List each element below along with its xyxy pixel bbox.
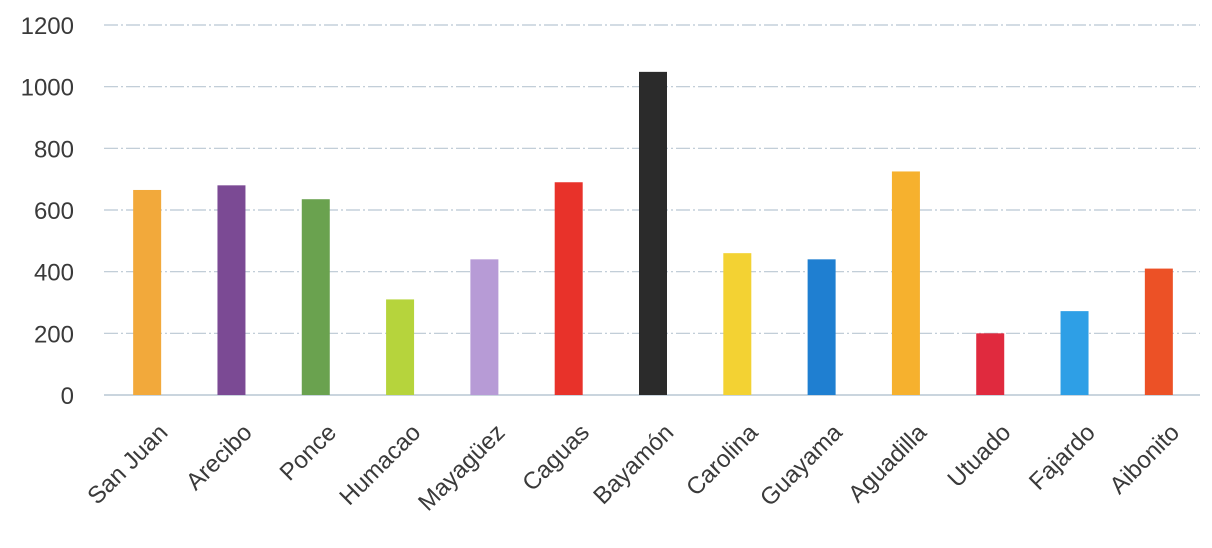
x-category-label: Carolina	[681, 419, 764, 502]
bar	[217, 185, 246, 395]
x-category-label: Mayagüez	[413, 419, 510, 516]
x-category-label: Aguadilla	[843, 419, 932, 508]
bar	[470, 259, 499, 395]
y-tick-label: 400	[34, 260, 74, 287]
bars	[133, 71, 1173, 395]
bar	[386, 299, 415, 395]
gridlines	[104, 24, 1200, 396]
x-category-label: San Juan	[82, 419, 173, 510]
bar	[639, 71, 667, 395]
y-tick-label: 200	[34, 321, 74, 348]
x-category-label: Fajardo	[1024, 419, 1101, 496]
bar	[1060, 311, 1089, 395]
x-category-label: Bayamón	[588, 419, 679, 510]
bar	[133, 189, 162, 395]
bar	[301, 199, 330, 395]
x-category-label: Ponce	[275, 419, 342, 486]
x-category-label: Guayama	[755, 419, 848, 512]
y-tick-label: 0	[61, 383, 74, 410]
bar	[723, 253, 752, 395]
x-category-label: Aibonito	[1105, 419, 1185, 499]
y-tick-label: 600	[34, 198, 74, 225]
bar	[807, 259, 836, 395]
bar	[554, 182, 583, 395]
x-category-label: Arecibo	[181, 419, 258, 496]
bar	[976, 333, 1005, 395]
x-category-label: Utuado	[943, 419, 1017, 493]
x-category-label: Caguas	[517, 419, 595, 497]
bar	[891, 171, 920, 395]
y-tick-label: 800	[34, 136, 74, 163]
y-axis-tick-labels: 0 200 400 600 800 1000 1200	[21, 13, 74, 410]
y-tick-label: 1000	[21, 75, 74, 102]
bar	[1144, 268, 1173, 395]
y-tick-label: 1200	[21, 13, 74, 40]
